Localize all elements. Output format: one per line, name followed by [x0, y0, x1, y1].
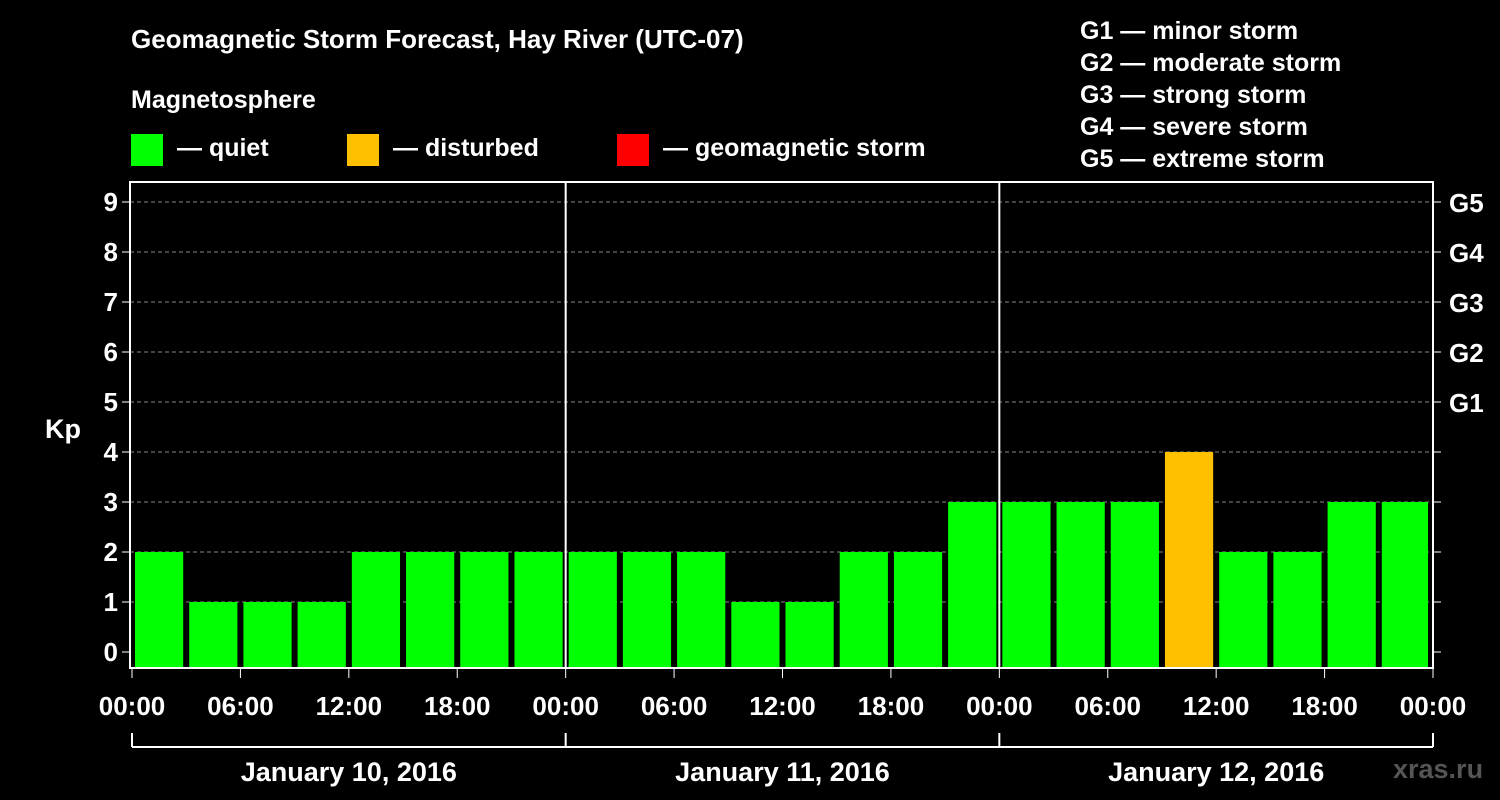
kp-bar [243, 602, 292, 668]
legend-label-quiet: — quiet [177, 134, 269, 162]
g-scale-tick-label: G5 [1449, 188, 1484, 218]
y-axis-label: Kp [45, 414, 81, 444]
kp-bar [948, 502, 997, 668]
legend-label-disturbed: — disturbed [393, 134, 539, 162]
storm-scale-g5: G5 — extreme storm [1080, 145, 1325, 173]
y-tick-label: 6 [104, 337, 118, 367]
storm-scale-g3: G3 — strong storm [1080, 81, 1307, 109]
storm-scale-list: G1 — minor storm G2 — moderate storm G3 … [1080, 15, 1341, 175]
x-tick-label: 18:00 [424, 691, 491, 721]
kp-bar [1056, 502, 1105, 668]
y-tick-label: 5 [104, 387, 118, 417]
legend-swatch-quiet [131, 134, 163, 166]
legend-swatch-disturbed [347, 134, 379, 166]
day-label: January 11, 2016 [675, 757, 890, 787]
x-tick-label: 18:00 [1291, 691, 1358, 721]
x-tick-label: 00:00 [966, 691, 1033, 721]
g-scale-tick-label: G2 [1449, 338, 1484, 368]
x-tick-label: 12:00 [749, 691, 816, 721]
kp-bar [135, 552, 184, 668]
legend-swatch-storm [617, 134, 649, 166]
x-tick-label: 06:00 [207, 691, 274, 721]
kp-bar [568, 552, 617, 668]
legend-title: Magnetosphere [131, 86, 316, 114]
kp-bar [351, 552, 401, 668]
storm-scale-g4: G4 — severe storm [1080, 113, 1308, 141]
x-tick-label: 12:00 [1183, 691, 1250, 721]
plot-frame [129, 181, 1434, 669]
y-tick-label: 9 [104, 187, 118, 217]
y-tick-label: 1 [104, 587, 118, 617]
g-scale-tick-label: G4 [1449, 238, 1484, 268]
kp-bar [1002, 502, 1051, 668]
kp-bar [460, 552, 509, 668]
kp-bar [893, 552, 943, 668]
watermark: xras.ru [1393, 754, 1484, 784]
kp-bar [731, 602, 780, 668]
x-tick-label: 18:00 [858, 691, 925, 721]
g-scale-tick-label: G1 [1449, 388, 1484, 418]
y-tick-label: 0 [104, 637, 118, 667]
kp-bar [514, 552, 563, 668]
storm-scale-g2: G2 — moderate storm [1080, 49, 1342, 77]
kp-bar [677, 552, 726, 668]
y-tick-label: 3 [104, 487, 118, 517]
g-scale-tick-label: G3 [1449, 288, 1484, 318]
x-tick-label: 06:00 [641, 691, 708, 721]
kp-bar [1273, 552, 1322, 668]
kp-bar [1381, 502, 1428, 668]
y-tick-label: 8 [104, 237, 118, 267]
kp-bar [1219, 552, 1268, 668]
y-tick-label: 7 [104, 287, 118, 317]
kp-bar [1110, 502, 1159, 668]
x-tick-label: 00:00 [1400, 691, 1467, 721]
storm-scale-g1: G1 — minor storm [1080, 17, 1299, 45]
y-tick-label: 2 [104, 537, 118, 567]
kp-bar [839, 552, 888, 668]
kp-bar [785, 602, 834, 668]
x-tick-label: 00:00 [532, 691, 599, 721]
kp-bar [1164, 452, 1214, 668]
kp-bar [297, 602, 346, 668]
legend-label-storm: — geomagnetic storm [663, 134, 926, 162]
x-tick-label: 06:00 [1075, 691, 1142, 721]
day-label: January 10, 2016 [241, 757, 457, 787]
x-tick-label: 00:00 [99, 691, 166, 721]
kp-bar [1327, 502, 1376, 668]
x-tick-label: 12:00 [316, 691, 383, 721]
kp-bar [406, 552, 455, 668]
kp-bar [622, 552, 672, 668]
kp-bar [189, 602, 238, 668]
chart-title: Geomagnetic Storm Forecast, Hay River (U… [131, 24, 744, 54]
day-label: January 12, 2016 [1108, 757, 1324, 787]
y-tick-label: 4 [104, 437, 119, 467]
